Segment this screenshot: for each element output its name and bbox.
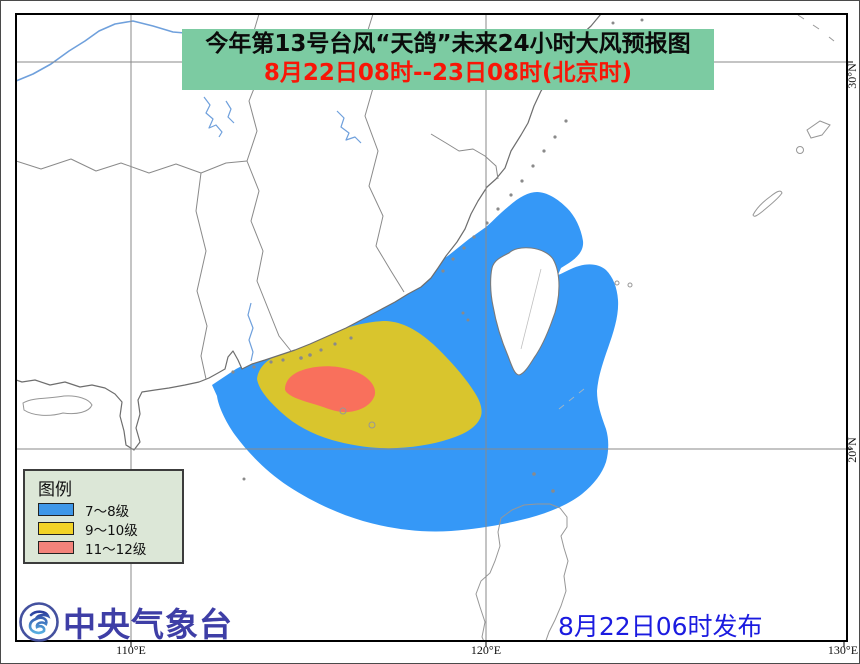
rivers <box>16 20 362 362</box>
legend-swatch-blue <box>38 503 74 516</box>
y-axis-label-30n: 30°N <box>845 63 859 89</box>
title-banner: 今年第13号台风“天鸽”未来24小时大风预报图 8月22日08时--23日08时… <box>182 29 714 90</box>
agency-name: 中央气象台 <box>63 605 233 644</box>
mainland <box>16 14 602 451</box>
legend-item: 11～12级 <box>38 541 182 558</box>
taiwan-island <box>490 247 560 376</box>
issue-time: 8月22日06时发布 <box>558 612 763 641</box>
far-islands <box>22 14 835 641</box>
wind-area-11-12 <box>285 366 376 413</box>
legend-item: 7～8级 <box>38 503 182 520</box>
legend-swatch-red <box>38 541 74 554</box>
legend-label: 7～8级 <box>85 503 130 520</box>
legend-label: 11～12级 <box>85 541 147 558</box>
map-frame <box>15 13 853 647</box>
map-subtitle: 8月22日08时--23日08时(北京时) <box>263 60 633 86</box>
x-axis-label-110e: 110°E <box>116 643 146 657</box>
legend-swatch-yellow <box>38 522 74 535</box>
legend-item: 9～10级 <box>38 522 182 539</box>
x-axis-label-130e: 130°E <box>827 643 859 657</box>
x-axis-label-120e: 120°E <box>470 643 502 657</box>
legend: 图例 7～8级 9～10级 11～12级 <box>23 469 184 564</box>
agency-logo: 中央气象台 <box>18 598 233 646</box>
legend-label: 9～10级 <box>85 522 138 539</box>
legend-title: 图例 <box>38 480 72 500</box>
y-axis-label-20n: 20°N <box>845 437 859 463</box>
cma-logo-icon <box>19 602 59 642</box>
map-title: 今年第13号台风“天鸽”未来24小时大风预报图 <box>205 31 691 57</box>
sea-islands <box>242 311 585 493</box>
